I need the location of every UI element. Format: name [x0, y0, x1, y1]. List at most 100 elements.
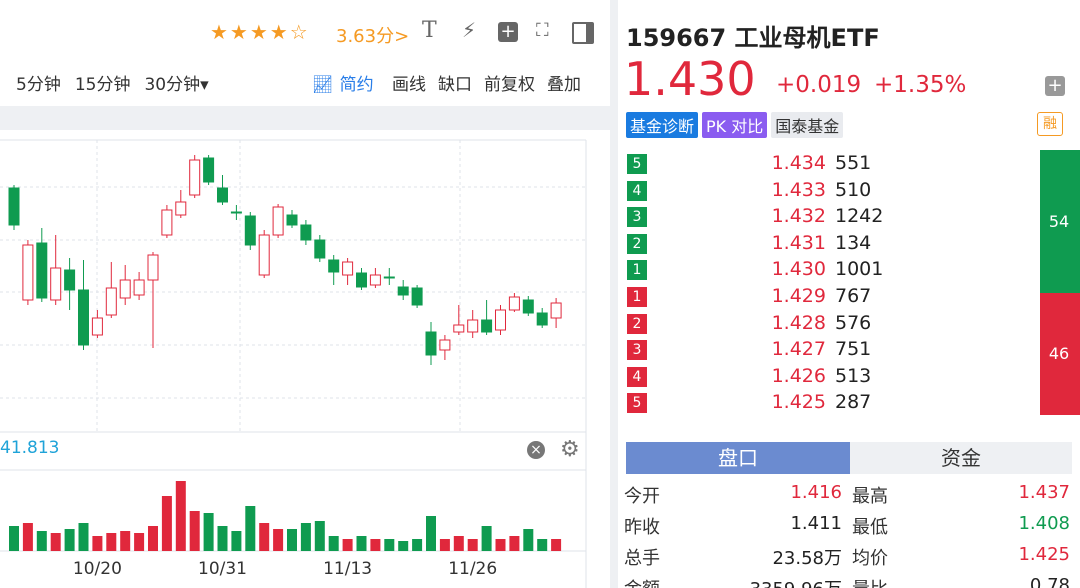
stat-value: 1.411	[790, 513, 842, 534]
volume-bar	[356, 536, 367, 551]
x-tick-label: 11/26	[448, 559, 497, 579]
book-volume: 576	[835, 311, 872, 334]
level: 5	[627, 393, 647, 414]
book-volume: 551	[835, 152, 872, 174]
volume-bar	[106, 533, 117, 551]
change: +0.019	[776, 72, 862, 98]
kline-chart: 10/20 10/31 11/13 11/26	[0, 139, 587, 588]
candle-body	[453, 324, 465, 333]
volume-bar	[245, 506, 256, 551]
text-tool[interactable]: T	[422, 18, 437, 43]
volume-bar	[300, 523, 311, 551]
tag[interactable]: 国泰基金	[771, 112, 844, 138]
volume-bar	[467, 539, 478, 551]
level: 2	[627, 233, 647, 254]
stat-label: 最高	[852, 486, 888, 507]
candle-body	[161, 209, 173, 236]
tag[interactable]: PK 对比	[702, 112, 768, 138]
volume-bar	[481, 526, 492, 551]
candle-body	[286, 214, 298, 226]
level: 3	[627, 340, 647, 361]
tag[interactable]: 基金诊断	[626, 112, 699, 138]
book-price: 1.425	[771, 391, 826, 414]
candle-body	[175, 201, 187, 216]
period[interactable]: 5分钟	[16, 75, 61, 95]
tool[interactable]: 叠加	[547, 75, 581, 95]
panel-tool[interactable]	[572, 22, 594, 44]
candle-body	[258, 234, 270, 276]
candle-body	[328, 259, 340, 273]
band	[0, 106, 610, 130]
volume-bar	[259, 523, 270, 551]
tab[interactable]: 资金	[850, 442, 1072, 474]
candle-body	[105, 287, 117, 316]
volume-bar	[370, 539, 381, 551]
indicator-value: 41.813	[0, 438, 60, 458]
volume-bar	[36, 531, 47, 551]
x-tick-label: 10/31	[198, 559, 247, 579]
candle-body	[425, 331, 437, 356]
add-tool[interactable]: +	[498, 22, 518, 42]
volume-bar	[78, 523, 89, 551]
stat-value: 0.78	[1029, 575, 1070, 588]
book-price: 1.432	[771, 205, 826, 228]
close-indicator[interactable]: ×	[527, 441, 545, 459]
candle-body	[230, 211, 242, 214]
stat-label: 最低	[852, 517, 888, 538]
candle-body	[508, 296, 520, 311]
volume-bar	[384, 539, 395, 551]
tab[interactable]: 盘口	[626, 442, 850, 474]
tool[interactable]: 画线	[392, 75, 426, 95]
candle-body	[356, 272, 367, 288]
period[interactable]: 30分钟▾	[144, 75, 209, 95]
periods: 5分钟 15分钟 30分钟▾	[16, 70, 223, 95]
rating[interactable]: 3.63分>	[336, 26, 410, 47]
candle-body	[467, 319, 479, 333]
ask-ratio: 54	[1048, 211, 1070, 231]
book-volume: 1001	[835, 258, 884, 281]
book-volume: 751	[835, 338, 872, 361]
candle-body	[91, 317, 103, 336]
candle-body	[64, 269, 76, 291]
period[interactable]: 15分钟	[74, 75, 131, 95]
volume-bar	[161, 496, 172, 551]
add-watch[interactable]: +	[1045, 76, 1065, 96]
tool[interactable]: 前复权	[484, 75, 535, 95]
volume-bar	[426, 516, 436, 551]
level: 1	[627, 287, 647, 307]
change-pct: +1.35%	[874, 72, 967, 98]
volume-bar	[92, 536, 103, 551]
book-volume: 767	[835, 285, 872, 307]
candle-body	[8, 187, 20, 226]
volume-bar	[495, 539, 506, 551]
candle-body	[203, 157, 215, 183]
volume-bar	[551, 539, 562, 551]
candle-body	[550, 302, 562, 319]
candle-body	[133, 279, 145, 296]
volume-bar	[22, 523, 33, 551]
volume-bar	[231, 531, 242, 551]
fullscreen-tool[interactable]: ⛶	[536, 20, 549, 41]
book-price: 1.426	[771, 364, 826, 387]
volume-bar	[342, 539, 353, 551]
stat-label: 昨收	[624, 517, 660, 538]
level: 5	[627, 154, 647, 174]
book-volume: 513	[835, 364, 872, 387]
candle-body	[383, 276, 395, 279]
stat-value: 1.437	[1018, 482, 1070, 503]
volume-bar	[287, 529, 297, 551]
tools: 画线 缺口 前复权 叠加	[392, 70, 593, 95]
settings[interactable]: ⚙	[560, 437, 580, 462]
tool[interactable]: 缺口	[438, 75, 472, 95]
margin-tag[interactable]: 融	[1037, 112, 1063, 136]
book-price: 1.429	[771, 285, 826, 307]
stat-label: 金额	[624, 575, 660, 588]
candle-body	[536, 312, 548, 326]
candle-body	[314, 239, 326, 259]
flash-tool[interactable]: ⚡	[462, 18, 477, 42]
simple-mode[interactable]: 📈︎ 简约	[312, 75, 374, 95]
book-price: 1.428	[771, 311, 826, 334]
volume-bar	[509, 536, 520, 551]
candle-body	[50, 267, 62, 301]
